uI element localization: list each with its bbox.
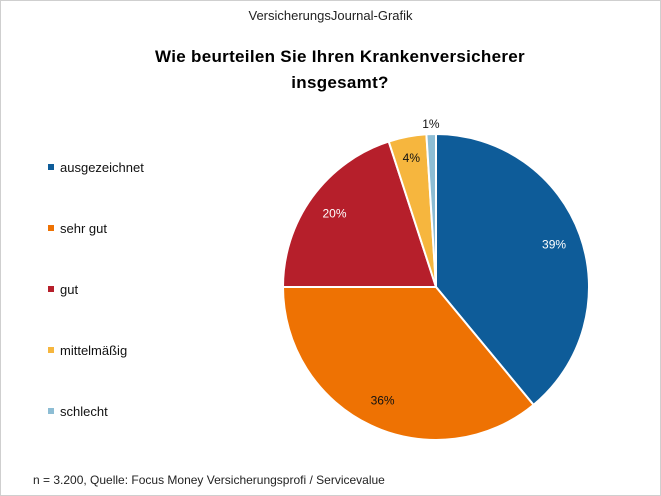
data-label-mittelmaessig: 4% [403, 151, 421, 165]
chart-title-line-2: insgesamt? [291, 73, 389, 92]
chart-title: Wie beurteilen Sie Ihren Krankenversiche… [60, 44, 620, 96]
data-label-ausgezeichnet: 39% [542, 238, 566, 252]
legend-item-gut: gut [48, 280, 248, 341]
legend-item-sehr-gut: sehr gut [48, 219, 248, 280]
legend-label: schlecht [60, 404, 108, 419]
legend-item-mittelmaessig: mittelmäßig [48, 341, 248, 402]
legend-label: sehr gut [60, 221, 107, 236]
legend-swatch [48, 225, 54, 231]
data-label-schlecht: 1% [422, 117, 440, 131]
chart-legend: ausgezeichnet sehr gut gut mittelmäßig s… [48, 158, 248, 463]
legend-swatch [48, 164, 54, 170]
brand-caption: VersicherungsJournal-Grafik [248, 8, 413, 23]
pie-slice-gut [281, 140, 438, 288]
legend-label: ausgezeichnet [60, 160, 144, 175]
legend-swatch [48, 408, 54, 414]
chart-title-line-1: Wie beurteilen Sie Ihren Krankenversiche… [155, 47, 525, 66]
legend-swatch [48, 347, 54, 353]
data-label-sehr-gut: 36% [371, 394, 395, 408]
legend-label: gut [60, 282, 79, 297]
legend-item-schlecht: schlecht [48, 402, 248, 463]
pie-slice-sehr-gut [281, 286, 535, 441]
legend-item-ausgezeichnet: ausgezeichnet [48, 158, 248, 219]
pie-slice-ausgezeichnet [435, 132, 590, 407]
legend-label: mittelmäßig [60, 343, 128, 358]
pie-slice-schlecht [425, 132, 437, 288]
data-label-gut: 20% [322, 206, 346, 220]
source-note: n = 3.200, Quelle: Focus Money Versicher… [33, 473, 385, 487]
legend-swatch [48, 286, 54, 292]
